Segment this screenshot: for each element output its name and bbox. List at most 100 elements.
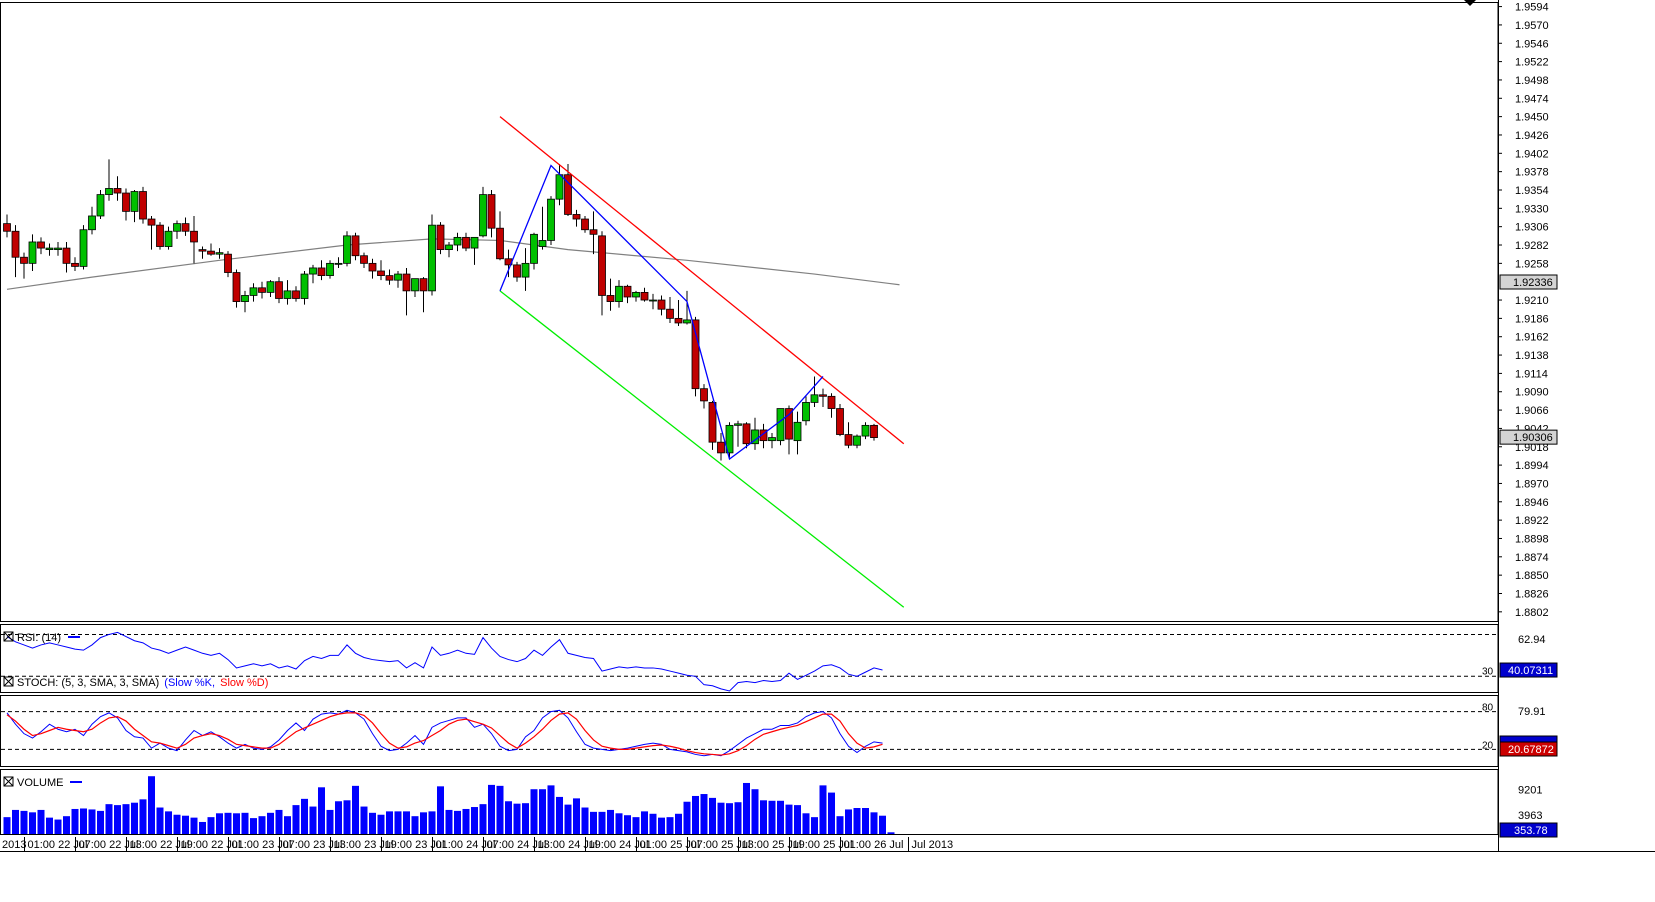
volume-bar bbox=[386, 811, 393, 834]
trend-line bbox=[499, 290, 905, 608]
price-axis: 1.9594 1.9570 1.9546 1.9522 1.9498 1.9474 1.94… bbox=[1498, 2, 1558, 838]
candle-body bbox=[351, 235, 360, 257]
candle-body bbox=[62, 247, 71, 264]
candle-body bbox=[402, 273, 411, 292]
time-tick-label: 01:00 26 Jul bbox=[844, 839, 904, 851]
candle-body bbox=[657, 299, 666, 310]
candle-body bbox=[275, 281, 283, 299]
price-tick-label: 1.9186 bbox=[1515, 313, 1549, 325]
volume-bar bbox=[267, 812, 274, 834]
volume-bar bbox=[241, 812, 249, 834]
volume-bar bbox=[284, 816, 291, 834]
time-tick-label: Jul 2013 bbox=[912, 839, 954, 851]
scroll-end-marker-icon[interactable] bbox=[1464, 0, 1476, 6]
volume-bar bbox=[649, 813, 657, 834]
volume-bar bbox=[437, 786, 444, 834]
candle-body bbox=[717, 441, 725, 454]
candle-body bbox=[394, 273, 402, 281]
volume-bar bbox=[207, 817, 215, 834]
volume-bar bbox=[182, 815, 189, 834]
stoch-pane[interactable]: 80 20 bbox=[1, 703, 1498, 757]
stoch-current-box bbox=[1499, 741, 1558, 757]
price-tick-label: 1.9114 bbox=[1515, 368, 1548, 380]
volume-bar bbox=[751, 789, 759, 834]
volume-bar bbox=[505, 801, 512, 834]
candle-body bbox=[224, 253, 232, 273]
candle-body bbox=[11, 230, 20, 258]
volume-bar bbox=[122, 804, 130, 834]
time-tick-label: 07:00 23 Jul bbox=[283, 839, 343, 851]
volume-bar bbox=[598, 811, 606, 834]
volume-bar bbox=[547, 785, 555, 834]
candle-body bbox=[606, 295, 615, 302]
volume-bar bbox=[3, 817, 11, 834]
volume-bar bbox=[216, 813, 223, 834]
candle-body bbox=[479, 194, 487, 237]
candle-body bbox=[589, 229, 598, 235]
candle-body bbox=[190, 230, 198, 243]
stoch-header[interactable]: STOCH: (5, 3, SMA, 3, SMA) (Slow %K, Slo… bbox=[3, 676, 268, 689]
price-tick-label: 1.9570 bbox=[1515, 20, 1549, 32]
candle-body bbox=[538, 240, 547, 247]
price-tick-label: 1.9474 bbox=[1515, 93, 1549, 105]
rsi-axis-label: 62.94 bbox=[1518, 634, 1546, 646]
price-pane[interactable] bbox=[3, 116, 905, 608]
volume-header[interactable]: VOLUME bbox=[3, 776, 82, 789]
volume-bar bbox=[258, 816, 266, 834]
rsi-pane[interactable]: 30 bbox=[1, 631, 1498, 692]
volume-bar bbox=[879, 815, 886, 834]
volume-current-box bbox=[1499, 822, 1558, 838]
candle-body bbox=[79, 229, 88, 267]
volume-bar bbox=[428, 811, 436, 834]
candle-body bbox=[71, 262, 79, 267]
volume-bar bbox=[717, 802, 725, 834]
candle-body bbox=[105, 188, 113, 195]
volume-bar bbox=[173, 814, 181, 834]
rsi-close-icon[interactable] bbox=[3, 631, 14, 642]
stoch-label: STOCH: (5, 3, SMA, 3, SMA) bbox=[17, 677, 159, 689]
candle-body bbox=[564, 174, 572, 215]
rsi-header[interactable]: RSI: (14) bbox=[3, 631, 80, 644]
volume-bar bbox=[692, 795, 699, 834]
candle-body bbox=[181, 223, 190, 232]
price-tick-label: 1.9066 bbox=[1515, 405, 1549, 417]
volume-bar bbox=[37, 809, 45, 834]
candle-body bbox=[436, 224, 445, 250]
time-tick-label: 07:00 22 Jul bbox=[79, 839, 139, 851]
volume-label: VOLUME bbox=[17, 777, 63, 789]
price-tick-label: 1.8802 bbox=[1515, 607, 1549, 619]
ma-price-badge-box bbox=[1499, 274, 1558, 290]
time-tick-label: 19:00 23 Jul bbox=[385, 839, 445, 851]
volume-bar bbox=[845, 809, 852, 834]
volume-bar bbox=[828, 792, 835, 834]
volume-bar bbox=[131, 802, 138, 834]
candle-body bbox=[581, 218, 589, 231]
volume-bar bbox=[71, 808, 79, 834]
volume-bar bbox=[54, 819, 62, 834]
price-tick-label: 1.8826 bbox=[1515, 588, 1549, 600]
candle-body bbox=[649, 299, 657, 302]
rsi-label: RSI: (14) bbox=[17, 632, 61, 644]
volume-bar bbox=[760, 800, 767, 834]
volume-bar bbox=[683, 801, 691, 834]
rsi-current-box bbox=[1499, 662, 1558, 678]
candle-body bbox=[547, 198, 555, 241]
stoch-close-icon[interactable] bbox=[3, 676, 14, 687]
volume-bar bbox=[420, 812, 427, 834]
candle-body bbox=[241, 295, 249, 302]
candle-body bbox=[615, 285, 623, 302]
volume-bar bbox=[114, 805, 121, 834]
rsi-current-value: 40.07311 bbox=[1508, 665, 1553, 677]
volume-current-value: 353.78 bbox=[1514, 825, 1548, 837]
price-tick-label: 1.9594 bbox=[1515, 2, 1549, 14]
volume-close-icon[interactable] bbox=[3, 776, 14, 787]
volume-pane[interactable] bbox=[3, 776, 895, 834]
candle-body bbox=[793, 421, 802, 442]
candle-body bbox=[88, 215, 96, 231]
time-tick-label: 01:00 24 Jul bbox=[436, 839, 496, 851]
volume-bar bbox=[360, 806, 368, 834]
candle-body bbox=[445, 244, 453, 251]
candle-body bbox=[249, 287, 258, 296]
volume-bar bbox=[139, 799, 147, 834]
volume-bar bbox=[887, 832, 895, 834]
